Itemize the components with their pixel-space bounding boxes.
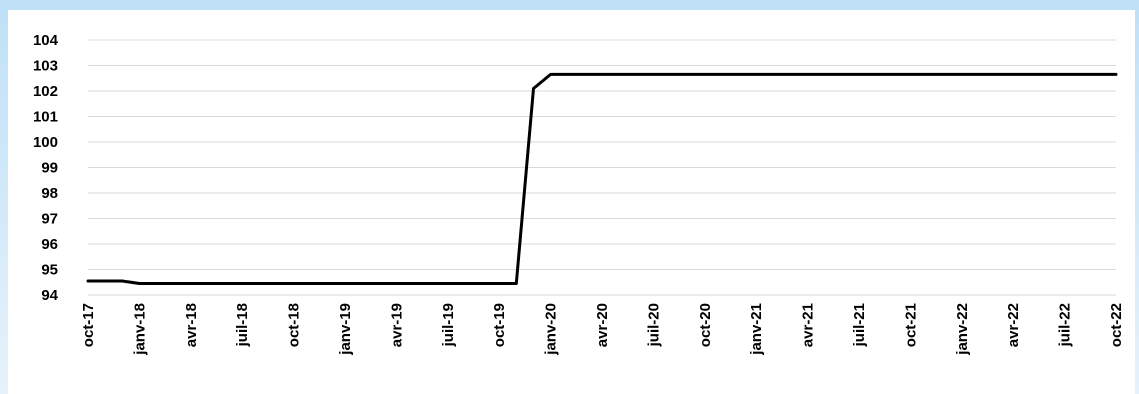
- line-chart: 94 95 96 97 98 99 100 101 102 103 104 oct-17 janv-18…: [33, 32, 1125, 356]
- x-tick-label: oct-18: [286, 303, 303, 347]
- x-tick-label: avr-19: [388, 303, 405, 347]
- y-tick-label: 100: [33, 134, 58, 151]
- y-tick-label: 98: [41, 185, 58, 202]
- y-tick-label: 97: [41, 211, 58, 228]
- x-tick-label: avr-21: [800, 303, 817, 347]
- x-tick-label: juil-19: [440, 303, 457, 347]
- y-tick-label: 95: [41, 262, 58, 279]
- y-tick-label: 104: [33, 32, 59, 49]
- y-tick-label: 94: [41, 287, 58, 304]
- series-line: [86, 72, 1118, 285]
- x-tick-label: avr-22: [1005, 303, 1022, 347]
- y-tick-label: 101: [33, 109, 58, 126]
- x-tick-label: avr-20: [594, 303, 611, 347]
- x-tick-label: oct-21: [902, 303, 919, 347]
- x-tick-label: oct-17: [80, 303, 97, 347]
- x-tick-label: janv-22: [954, 303, 971, 356]
- x-tick-label: janv-21: [748, 303, 765, 356]
- x-tick-label: juil-20: [645, 303, 662, 347]
- x-tick-label: janv-19: [337, 303, 354, 356]
- y-tick-label: 102: [33, 83, 58, 100]
- x-tick-label: avr-18: [183, 303, 200, 347]
- y-tick-label: 99: [41, 160, 58, 177]
- x-tick-label: oct-20: [697, 303, 714, 347]
- x-tick-label: oct-19: [491, 303, 508, 347]
- x-tick-label: janv-18: [131, 303, 148, 356]
- x-tick-label: juil-18: [234, 303, 251, 347]
- x-tick-label: juil-22: [1057, 303, 1074, 347]
- x-tick-label: janv-20: [543, 303, 560, 356]
- y-tick-label: 103: [33, 58, 58, 75]
- chart-area: 94 95 96 97 98 99 100 101 102 103 104 oct-17 janv-18…: [8, 10, 1135, 394]
- x-tick-label: oct-22: [1108, 303, 1125, 347]
- y-tick-label: 96: [41, 236, 58, 253]
- x-tick-label: juil-21: [851, 303, 868, 347]
